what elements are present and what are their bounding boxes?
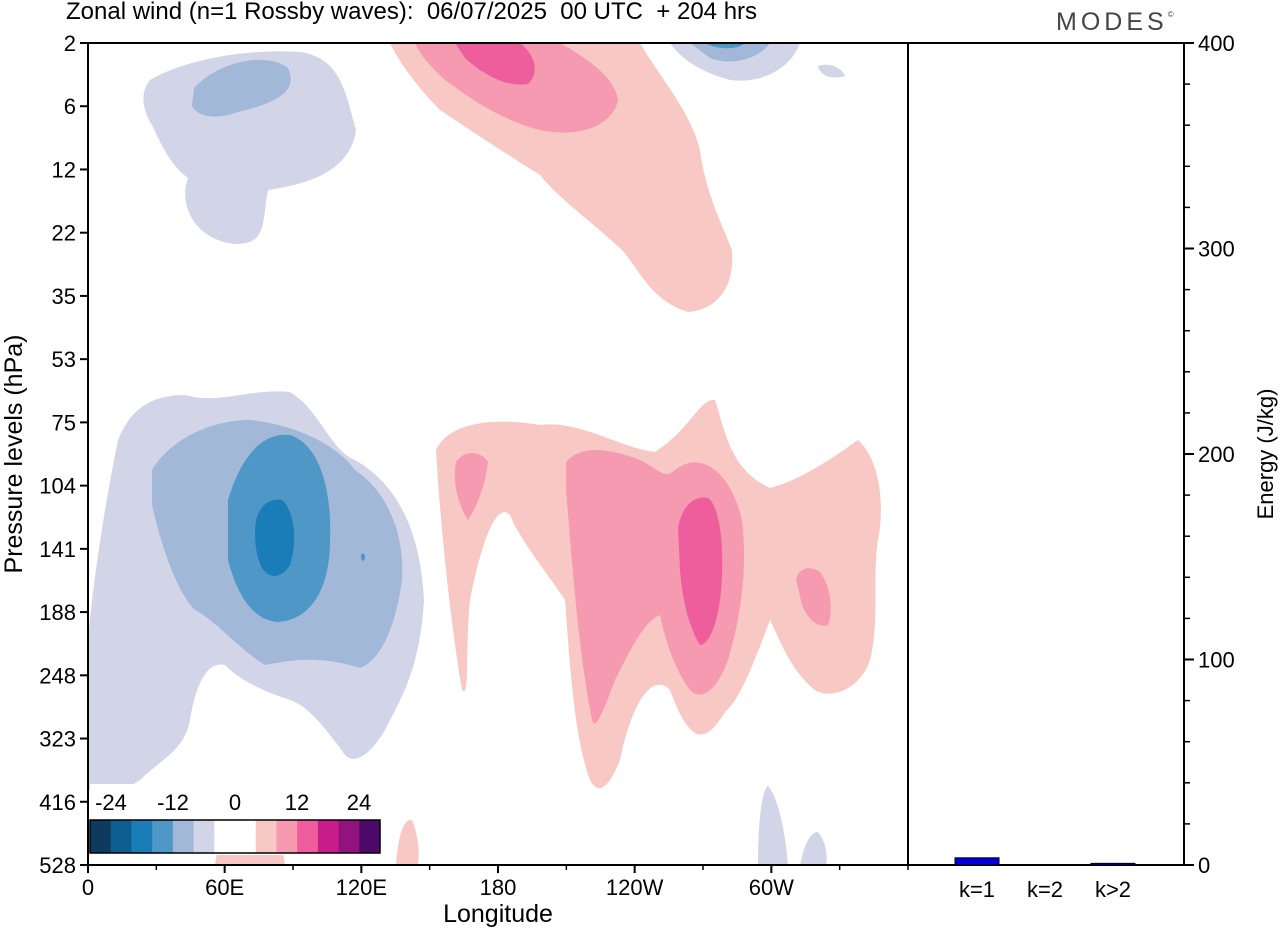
- y-axis: 2 6 12 22 35 53 75 104 141 188 248 323 416 528: [39, 31, 88, 878]
- colorbar-swatch: [359, 820, 381, 853]
- x-tick-label: 180: [480, 875, 517, 900]
- chart-title: Zonal wind (n=1 Rossby waves): 06/07/202…: [66, 0, 758, 25]
- x-tick-label: 120E: [336, 875, 387, 900]
- contour-pos-dark-upper: [455, 43, 535, 85]
- y-tick-label: 6: [64, 94, 76, 119]
- x-axis: 0 60E 120E 180 120W 60W: [82, 865, 909, 900]
- colorbar-swatch: [235, 820, 257, 853]
- contour-pos-bottom-small: [396, 819, 419, 865]
- contour-pos-dark-lower: [678, 497, 723, 645]
- energy-axis-label: Energy (J/kg): [1253, 389, 1278, 520]
- y-tick-label: 528: [39, 853, 76, 878]
- contour-neg-core-lower: [255, 499, 295, 576]
- energy-bar: [1090, 862, 1136, 866]
- modes-logo: MODES©: [1056, 8, 1174, 36]
- colorbar-swatch: [214, 820, 236, 853]
- y-axis-label: Pressure levels (hPa): [0, 335, 28, 574]
- colorbar-swatch: [276, 820, 298, 853]
- colorbar-swatch: [110, 820, 132, 853]
- energy-bars: k=1 k=2 k>2: [954, 857, 1136, 902]
- y-tick-label: 323: [39, 727, 76, 752]
- colorbar-swatch: [172, 820, 195, 853]
- contour-pos-mid-upper: [415, 43, 618, 133]
- y-tick-label: 248: [39, 663, 76, 688]
- colorbar-swatch: [152, 820, 174, 853]
- x-axis-label: Longitude: [443, 900, 553, 928]
- y-tick-label: 75: [52, 410, 76, 435]
- colorbar-swatch: [131, 820, 153, 853]
- contour-neg-mid-top: [690, 43, 770, 62]
- x-tick-label: 0: [82, 875, 94, 900]
- colorbar: -24 -12 0 12 24: [89, 784, 382, 855]
- colorbar-swatch: [317, 820, 340, 853]
- contour-neg-mid-upper: [192, 59, 291, 117]
- contour-pos-mid-right: [796, 568, 831, 626]
- colorbar-label: -12: [157, 790, 189, 815]
- energy-bar-label: k>2: [1095, 877, 1131, 902]
- energy-bar: [954, 857, 1000, 866]
- contour-neg-small-top: [818, 64, 845, 78]
- x-tick-label: 60W: [749, 875, 794, 900]
- colorbar-swatch: [338, 820, 360, 853]
- contour-field: [88, 43, 881, 865]
- energy-tick-label: 400: [1198, 31, 1235, 56]
- contour-neg-dark-top: [705, 43, 745, 49]
- contour-pos-small-left: [454, 453, 488, 520]
- x-tick-label: 60E: [205, 875, 244, 900]
- colorbar-swatch: [90, 820, 112, 853]
- energy-tick-label: 200: [1198, 442, 1235, 467]
- y-tick-label: 104: [39, 474, 76, 499]
- colorbar-swatch: [193, 820, 215, 853]
- energy-tick-label: 0: [1198, 853, 1210, 878]
- contour-neg-dot: [361, 553, 365, 561]
- contour-pos-light-upper: [390, 43, 733, 312]
- y-tick-label: 188: [39, 600, 76, 625]
- energy-tick-label: 300: [1198, 237, 1235, 262]
- colorbar-label: 12: [285, 790, 309, 815]
- contour-neg-bottom-2: [800, 832, 827, 865]
- colorbar-frame: [89, 819, 381, 854]
- y-tick-label: 22: [52, 221, 76, 246]
- colorbar-label: -24: [95, 790, 127, 815]
- y-tick-label: 141: [39, 537, 76, 562]
- energy-bar-label: k=2: [1027, 877, 1063, 902]
- y-tick-label: 35: [52, 284, 76, 309]
- colorbar-label: 24: [347, 790, 371, 815]
- energy-plot-frame: [907, 42, 1185, 866]
- colorbar-swatch: [255, 820, 277, 853]
- y-tick-label: 53: [52, 347, 76, 372]
- energy-tick-label: 100: [1198, 648, 1235, 673]
- y-tick-label: 2: [64, 31, 76, 56]
- y-tick-label: 416: [39, 790, 76, 815]
- y-tick-label: 12: [52, 157, 76, 182]
- x-tick-label: 120W: [606, 875, 664, 900]
- colorbar-label: 0: [229, 790, 241, 815]
- colorbar-swatch: [297, 820, 319, 853]
- energy-axis: 0 100 200 300 400: [1184, 31, 1235, 878]
- contour-neg-light-top: [670, 43, 800, 81]
- energy-bar-label: k=1: [959, 877, 995, 902]
- contour-neg-bottom-1: [758, 786, 788, 865]
